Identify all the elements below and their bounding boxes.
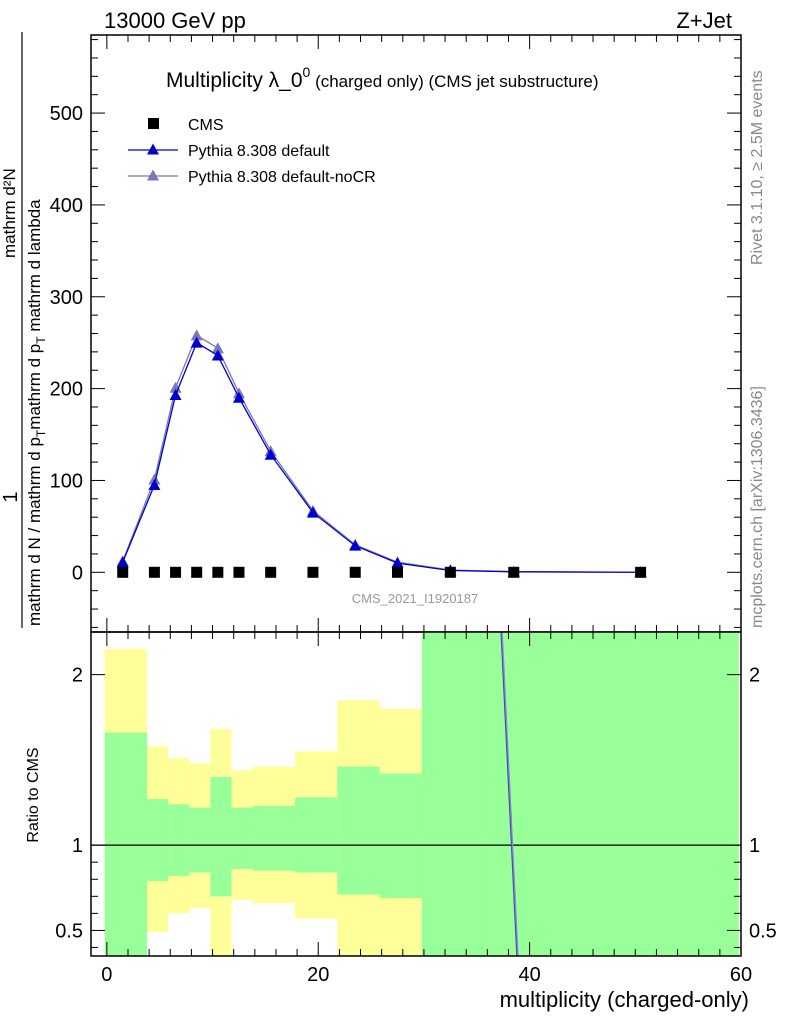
ratio-bands-group bbox=[104, 632, 739, 956]
plot-title-main: Multiplicity λ_0 bbox=[166, 69, 303, 92]
cms-data-point bbox=[307, 566, 319, 578]
cms-data-point bbox=[117, 566, 129, 578]
ratio-y-label: Ratio to CMS bbox=[25, 747, 42, 842]
main-y-label-sub-t2: T bbox=[34, 336, 48, 344]
main-y-label-sub-t1: T bbox=[34, 429, 48, 437]
ratio-band-inner bbox=[294, 797, 338, 873]
series-point bbox=[190, 329, 203, 341]
rivet-label: Rivet 3.1.10, ≥ 2.5M events bbox=[749, 70, 766, 265]
ratio-lines-group bbox=[500, 631, 519, 957]
main-y-label-bottom: mathrm d N / mathrm d pTmathrm d pT math… bbox=[25, 199, 48, 626]
legend-marker-default bbox=[147, 143, 159, 155]
main-x-axis bbox=[106, 35, 742, 632]
ratio-y-tick-label: 2 bbox=[72, 665, 83, 687]
cms-data-point bbox=[191, 566, 203, 578]
ratio-band-inner bbox=[485, 632, 739, 956]
ratio-y-tick-label: 1 bbox=[72, 835, 83, 857]
ratio-band-inner bbox=[252, 805, 295, 871]
main-y-label-bottom-a: mathrm d N / mathrm d p bbox=[25, 437, 44, 626]
series-point bbox=[148, 473, 161, 485]
ratio-y-tick-label-right: 0.5 bbox=[749, 920, 777, 942]
main-y-axis: 0 100 200 300 400 500 bbox=[50, 39, 741, 628]
ratio-frame bbox=[90, 631, 742, 957]
cms-data-point bbox=[392, 566, 404, 578]
ratio-band-inner bbox=[189, 807, 211, 873]
series-point bbox=[211, 349, 224, 361]
cms-data-point bbox=[148, 566, 160, 578]
series-point bbox=[232, 391, 245, 403]
ratio-band-inner bbox=[379, 773, 422, 899]
main-y-tick-label: 0 bbox=[72, 562, 83, 584]
cms-data-point bbox=[349, 566, 361, 578]
series-point bbox=[264, 448, 277, 460]
ratio-band-inner bbox=[168, 804, 190, 876]
analysis-watermark: CMS_2021_I1920187 bbox=[352, 591, 479, 606]
ratio-line bbox=[500, 631, 518, 957]
cms-data-point bbox=[170, 566, 182, 578]
ratio-band-inner bbox=[231, 807, 253, 870]
legend-label-nocr: Pythia 8.308 default-noCR bbox=[188, 169, 376, 186]
plot-title-rest: (charged only) (CMS jet substructure) bbox=[310, 72, 598, 91]
legend-label-cms: CMS bbox=[188, 117, 224, 134]
cms-data-point bbox=[265, 566, 277, 578]
cms-data-point bbox=[233, 566, 245, 578]
ratio-y-axis: 0.5 0.5 1 1 2 2 bbox=[55, 665, 777, 948]
header-process-label: Z+Jet bbox=[676, 8, 732, 33]
main-y-label-bottom-c: mathrm d lambda bbox=[25, 199, 44, 337]
cms-data-point bbox=[508, 566, 520, 578]
main-y-label-one: 1 bbox=[0, 491, 22, 502]
main-series-group bbox=[116, 329, 647, 578]
series-line bbox=[122, 341, 641, 573]
series-point bbox=[169, 389, 182, 401]
ratio-x-axis: 0 20 40 60 bbox=[101, 632, 752, 986]
legend-marker-cms bbox=[148, 118, 159, 129]
ratio-plot-panel: 0.5 0.5 1 1 2 2 0 20 40 60 Ratio to CMS multipli… bbox=[25, 631, 777, 1012]
main-y-label: 1 mathrm d N / mathrm d pTmathrm d pT ma… bbox=[0, 32, 48, 628]
cms-data-point bbox=[444, 566, 456, 578]
ratio-y-tick-label: 0.5 bbox=[55, 920, 83, 942]
series-point bbox=[211, 342, 224, 354]
series-line bbox=[122, 334, 641, 573]
legend-label-default: Pythia 8.308 default bbox=[188, 143, 330, 160]
header-energy-label: 13000 GeV pp bbox=[104, 8, 246, 33]
series-point bbox=[148, 479, 161, 491]
series-point bbox=[391, 557, 404, 569]
cms-data-point bbox=[212, 566, 224, 578]
x-axis-label: multiplicity (charged-only) bbox=[500, 987, 749, 1012]
legend-marker-nocr bbox=[147, 169, 159, 181]
ratio-band-inner bbox=[421, 632, 486, 956]
series-point bbox=[190, 336, 203, 348]
ratio-band-inner bbox=[337, 766, 380, 895]
series-point bbox=[116, 556, 129, 568]
series-point bbox=[306, 506, 319, 518]
ratio-band-inner bbox=[210, 776, 232, 897]
mcplots-label: mcplots.cern.ch [arXiv:1306.3436] bbox=[749, 386, 766, 628]
series-point bbox=[169, 381, 182, 393]
ratio-band-inner bbox=[104, 732, 148, 956]
main-y-tick-label: 500 bbox=[50, 103, 83, 125]
ratio-line bbox=[501, 631, 519, 957]
x-tick-label: 60 bbox=[730, 964, 752, 986]
ratio-y-tick-label-right: 1 bbox=[749, 835, 760, 857]
ratio-band-inner bbox=[147, 799, 169, 881]
main-y-label-bottom-b: mathrm d p bbox=[25, 344, 44, 430]
plot-title-sup: 0 bbox=[303, 64, 311, 80]
main-y-tick-label: 200 bbox=[50, 379, 83, 401]
x-tick-label: 40 bbox=[518, 964, 540, 986]
main-y-label-top: mathrm d²N bbox=[0, 168, 19, 258]
x-tick-label: 20 bbox=[307, 964, 329, 986]
cms-data-point bbox=[635, 566, 647, 578]
main-y-tick-label: 300 bbox=[50, 287, 83, 309]
series-point bbox=[349, 539, 362, 551]
main-y-tick-label: 400 bbox=[50, 195, 83, 217]
main-y-tick-label: 100 bbox=[50, 470, 83, 492]
legend: CMS Pythia 8.308 default Pythia 8.308 de… bbox=[128, 117, 376, 186]
x-tick-label: 0 bbox=[101, 964, 112, 986]
ratio-y-tick-label-right: 2 bbox=[749, 665, 760, 687]
plot-title: Multiplicity λ_00 (charged only) (CMS je… bbox=[166, 64, 599, 92]
